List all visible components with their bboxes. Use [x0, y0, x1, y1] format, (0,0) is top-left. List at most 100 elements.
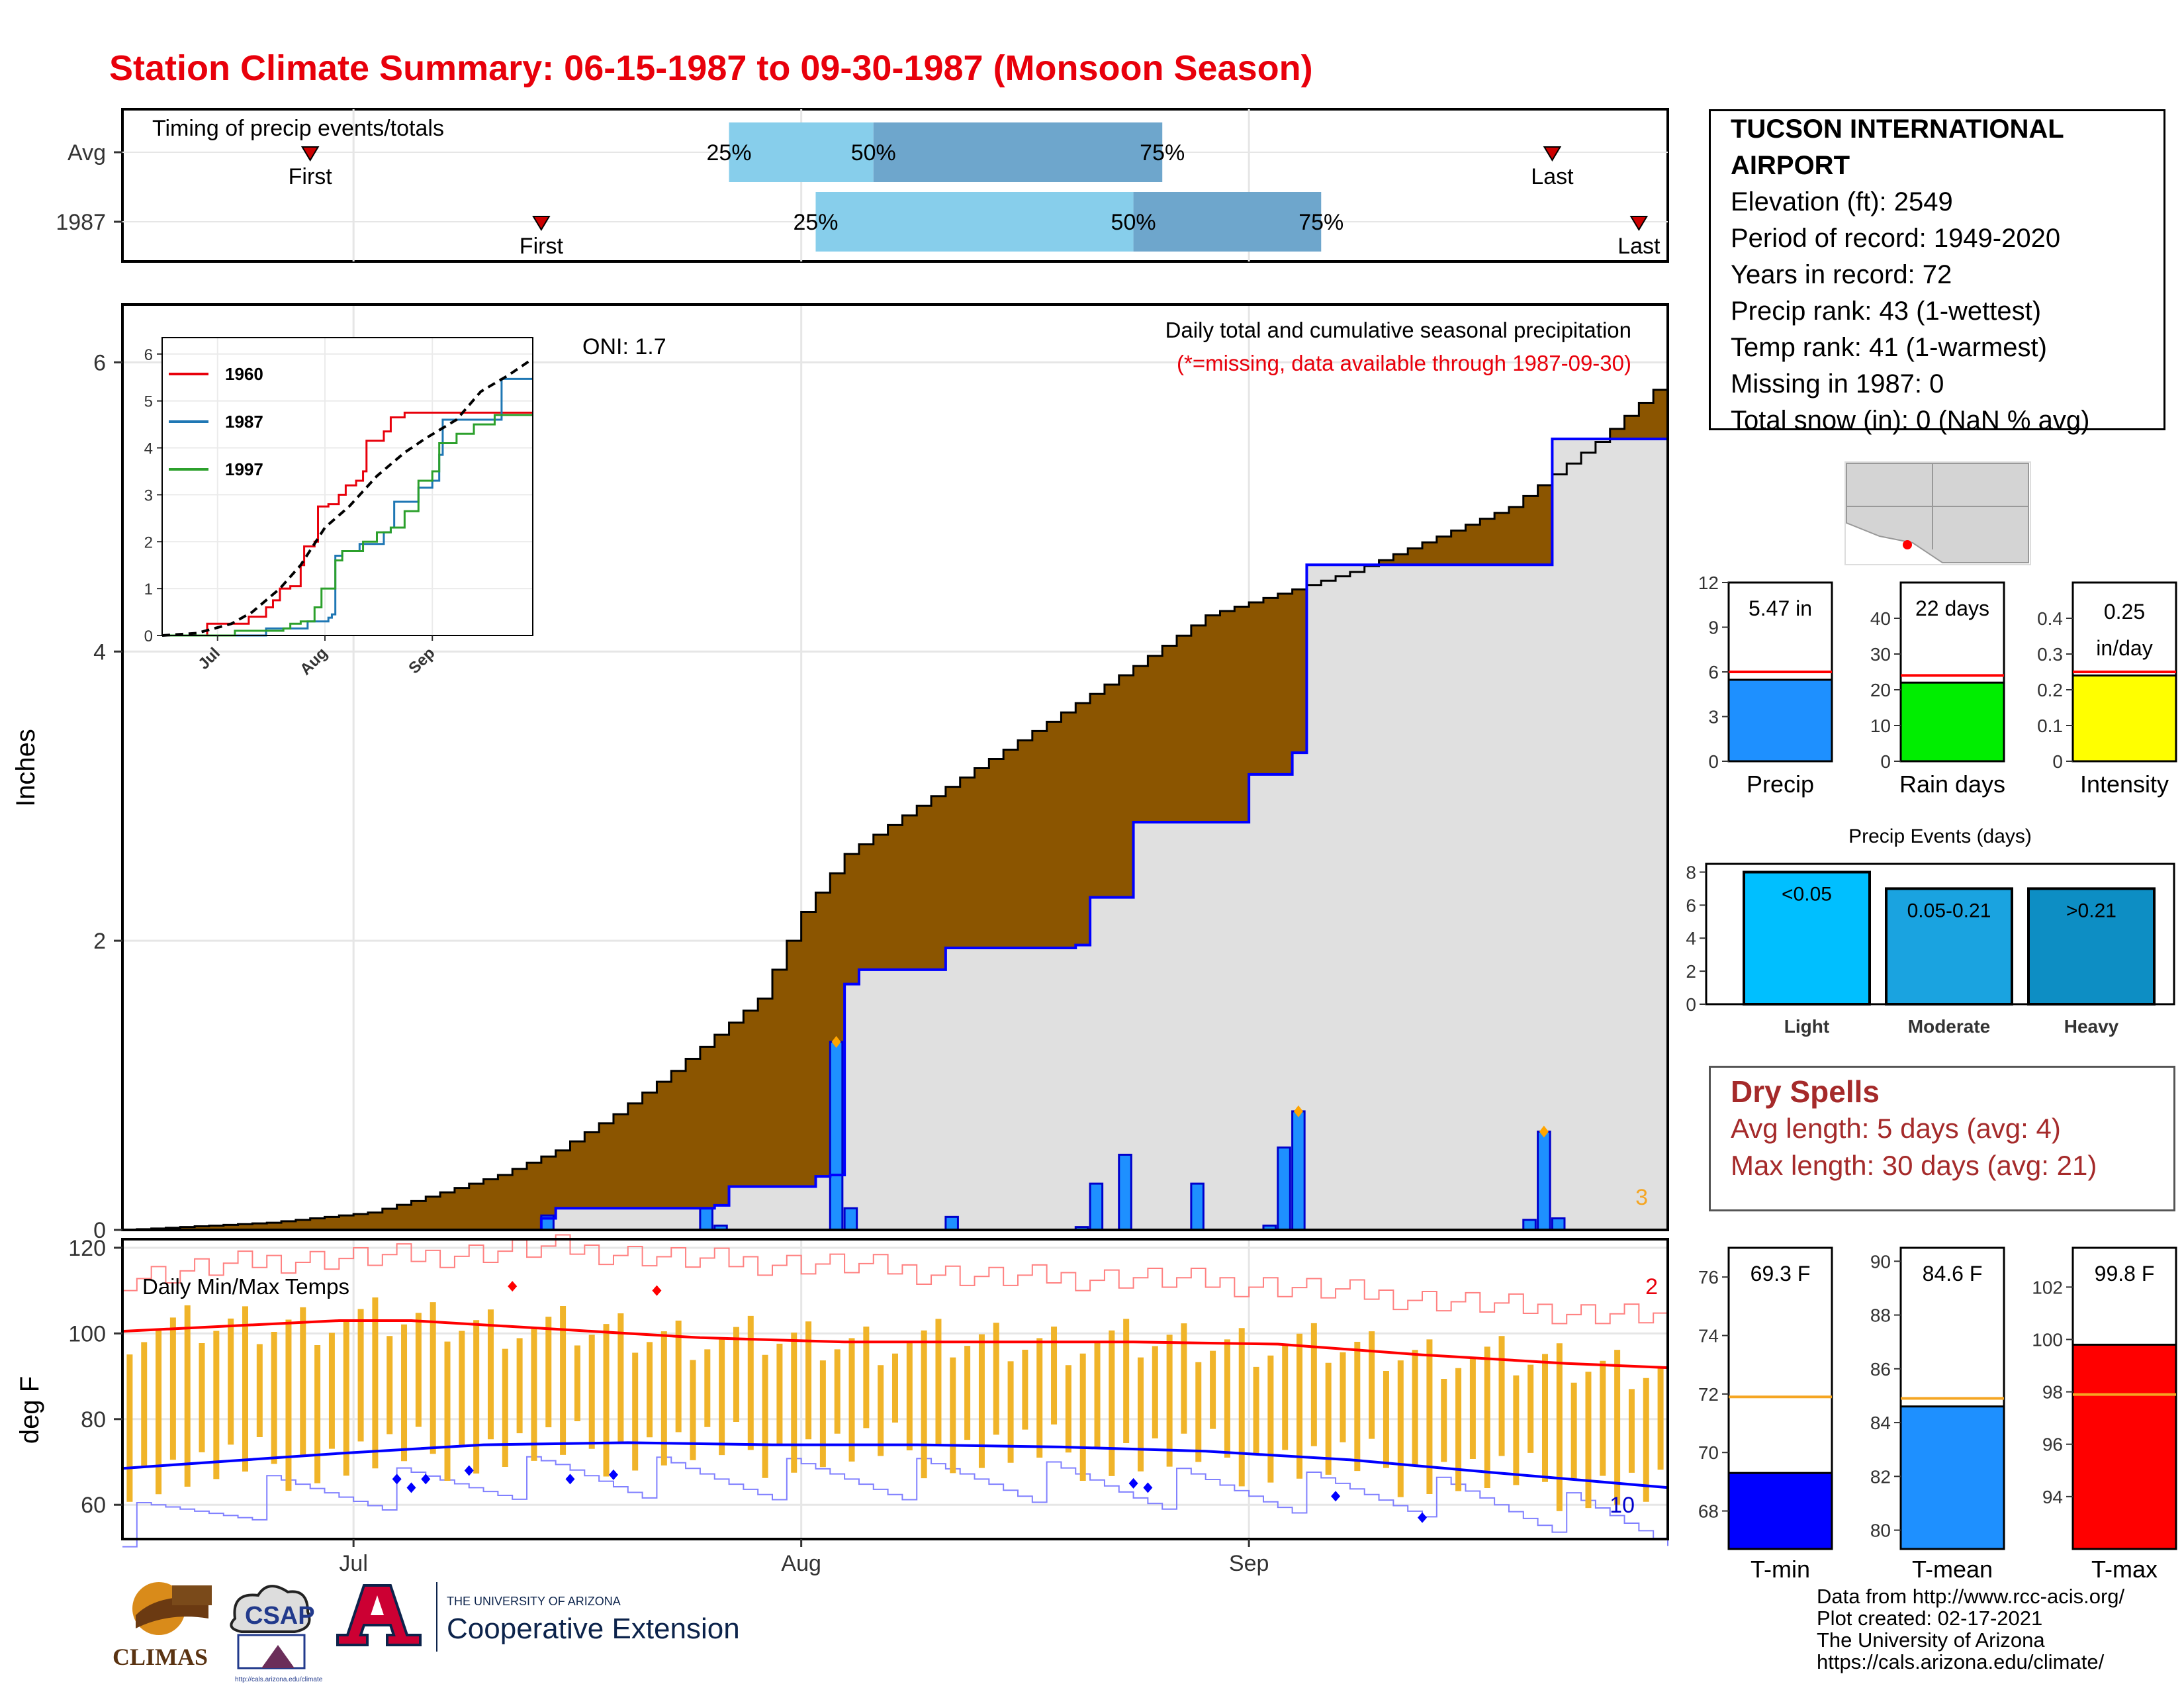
- record-low-marker: [565, 1474, 575, 1485]
- temp-title: Daily Min/Max Temps: [142, 1274, 349, 1299]
- daily-precip-bar: [1190, 1182, 1205, 1231]
- summary-1-y-tick-label: 30: [1870, 644, 1891, 665]
- inset-y-tick-label: 6: [144, 346, 153, 364]
- summary-2-y-tick-label: 0.4: [2037, 608, 2063, 629]
- logos: CLIMAS CSAP http://cals.arizona.edu/clim…: [113, 1582, 740, 1683]
- station-elevation: Elevation (ft): 2549: [1731, 187, 1953, 216]
- summary-1-y-tick-label: 40: [1870, 608, 1891, 629]
- temp-summary-0-bar: [1727, 1472, 1833, 1550]
- temp-summary-1-y-tick-label: 80: [1870, 1521, 1891, 1541]
- record-low-marker: [1143, 1482, 1153, 1493]
- summary-0-y-tick-label: 6: [1708, 662, 1719, 682]
- csap-url: http://cals.arizona.edu/climate: [235, 1676, 323, 1683]
- precip-y-tick-label: 4: [93, 639, 106, 665]
- temp-x-tick-label: Aug: [781, 1551, 821, 1576]
- timing-q25-label: 25%: [707, 140, 752, 165]
- credit-line: Data from http://www.rcc-acis.org/: [1817, 1585, 2125, 1608]
- temp-summary-panel-label: T-mean: [1912, 1556, 1993, 1583]
- precip-events-bin-label: 0.05-0.21: [1907, 900, 1991, 921]
- precip-frame: [121, 303, 1669, 1231]
- map-states: [1846, 463, 2029, 563]
- temp-summary-2-bar: [2071, 1343, 2177, 1550]
- temp-frame: [121, 1238, 1669, 1540]
- timing-row-label: 1987: [56, 210, 106, 235]
- daily-precip-bar: [1089, 1182, 1104, 1231]
- temp-summary-2-y-tick-label: 98: [2042, 1382, 2063, 1403]
- temp-summary-1-y-tick-label: 86: [1870, 1359, 1891, 1380]
- precip-events-y-tick-label: 8: [1686, 862, 1696, 882]
- temp-summary-value-label: 84.6 F: [1923, 1262, 1983, 1286]
- credit-line: https://cals.arizona.edu/climate/: [1817, 1650, 2105, 1673]
- precip-events-bar: [1743, 870, 1871, 1006]
- inset-legend-label: 1960: [225, 364, 263, 384]
- oni-label: ONI: 1.7: [582, 334, 666, 359]
- temp-summary-1-y-tick-label: 84: [1870, 1413, 1891, 1433]
- precip-subtitle: (*=missing, data available through 1987-…: [1177, 351, 1631, 375]
- temp-summary-value-label: 99.8 F: [2095, 1262, 2155, 1286]
- timing-bar-25-50: [815, 192, 1134, 252]
- timing-last-label: Last: [1617, 234, 1661, 259]
- record-low-marker: [464, 1465, 474, 1476]
- precip-events-category: Heavy: [2064, 1016, 2119, 1037]
- temp-summary-2-y-tick-label: 100: [2032, 1329, 2063, 1350]
- temp-y-tick-label: 60: [81, 1493, 106, 1518]
- temp-summary-2-y-tick-label: 102: [2032, 1277, 2063, 1297]
- summary-panel-label: Precip: [1747, 771, 1814, 798]
- summary-1-bar: [1899, 681, 2005, 763]
- daily-precip-bar: [699, 1207, 713, 1231]
- timing-q50-label: 50%: [851, 140, 896, 165]
- inset-y-tick-label: 5: [144, 393, 153, 411]
- daily-precip-bar: [1277, 1146, 1291, 1231]
- timing-first-marker: [532, 216, 551, 231]
- timing-first-marker: [300, 146, 320, 162]
- summary-value-label: 0.25: [2104, 600, 2145, 624]
- station-info-panel: TUCSON INTERNATIONAL AIRPORT Elevation (…: [1709, 109, 2165, 435]
- precip-events-y-tick-label: 6: [1686, 895, 1696, 915]
- ua-line2: Cooperative Extension: [447, 1613, 740, 1645]
- timing-q75-label: 75%: [1140, 140, 1185, 165]
- record-low-marker: [1331, 1491, 1341, 1502]
- inset-y-tick-label: 0: [144, 628, 153, 645]
- csap-text: CSAP: [245, 1602, 315, 1630]
- record-marker: [831, 1036, 841, 1049]
- temp-summary-0-y-tick-label: 72: [1698, 1384, 1719, 1405]
- daily-precip-bar: [843, 1207, 858, 1231]
- temp-summary-2-y-tick-label: 96: [2042, 1434, 2063, 1455]
- inset-legend-label: 1987: [225, 412, 263, 432]
- timing-last-label: Last: [1531, 164, 1574, 189]
- credit-line: The University of Arizona: [1817, 1628, 2045, 1652]
- dry-spells-max: Max length: 30 days (avg: 21): [1731, 1150, 2097, 1181]
- station-years: Years in record: 72: [1731, 260, 1952, 289]
- temp-summary-0-y-tick-label: 70: [1698, 1442, 1719, 1463]
- precip-corner-count: 3: [1635, 1185, 1648, 1210]
- daily-precip-bar: [1551, 1217, 1566, 1231]
- ua-line1: THE UNIVERSITY OF ARIZONA: [447, 1595, 621, 1608]
- precip-events-title: Precip Events (days): [1848, 825, 2032, 847]
- summary-2-y-tick-label: 0.3: [2037, 644, 2063, 665]
- record-high-marker: [652, 1285, 662, 1296]
- daily-precip-bar: [1537, 1130, 1551, 1231]
- summary-2-y-tick-label: 0.1: [2037, 716, 2063, 736]
- climas-text: CLIMAS: [113, 1644, 208, 1670]
- timing-q25-label: 25%: [793, 210, 838, 235]
- avg-max-line: [122, 1319, 1668, 1370]
- summary-0-y-tick-label: 9: [1708, 618, 1719, 638]
- timing-bar-50-75: [1133, 192, 1322, 252]
- daily-precip-bar: [944, 1215, 959, 1231]
- inset-y-tick-label: 1: [144, 581, 153, 598]
- summary-panel-label: Intensity: [2080, 771, 2169, 798]
- inset-y-tick-label: 2: [144, 534, 153, 551]
- temp-summary-0-y-tick-label: 76: [1698, 1267, 1719, 1288]
- station-period: Period of record: 1949-2020: [1731, 224, 2061, 253]
- record-marker: [1539, 1125, 1549, 1138]
- station-name: TUCSON INTERNATIONAL AIRPORT: [1731, 115, 2064, 180]
- timing-q50-label: 50%: [1111, 210, 1156, 235]
- temp-summary-1-bar: [1899, 1405, 2005, 1550]
- temp-y-tick-label: 120: [68, 1236, 106, 1261]
- record-low-marker: [392, 1474, 402, 1485]
- record-low-marker: [421, 1474, 431, 1485]
- timing-last-marker: [1629, 216, 1649, 231]
- temp-y-tick-label: 80: [81, 1407, 106, 1432]
- station-location-marker: [1903, 540, 1912, 549]
